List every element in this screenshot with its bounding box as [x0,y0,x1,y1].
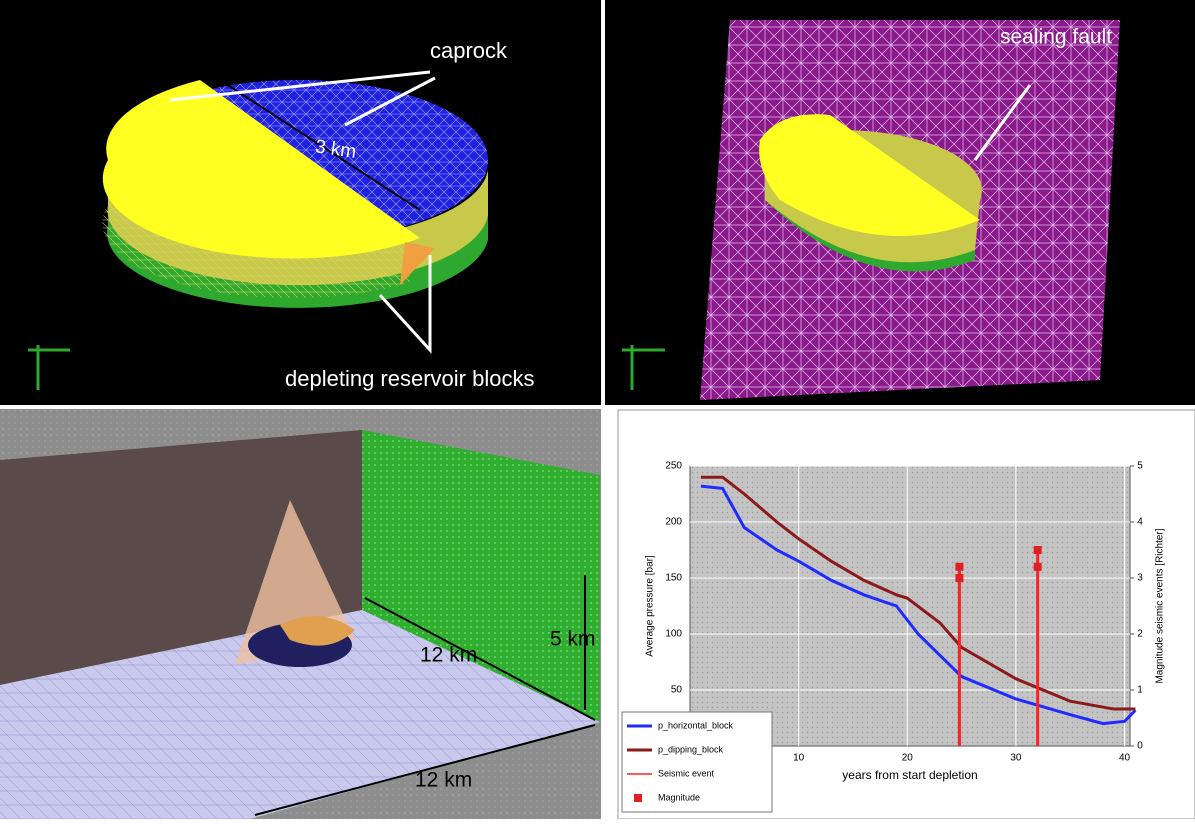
x-axis-label: years from start depletion [842,768,977,782]
y-tick-label: 50 [671,685,683,696]
y-tick-label: 150 [665,573,682,584]
label: 5 km [550,628,596,651]
figure: caprock 3 km depleting reservoir blocks … [0,0,1195,819]
legend-label: p_horizontal_block [658,720,734,730]
label: depleting reservoir blocks [285,366,534,391]
legend-swatch [634,794,642,802]
y-tick-label: 200 [665,517,682,528]
y2-tick-label: 2 [1137,629,1143,640]
legend-label: p_dipping_block [658,744,724,754]
y-tick-label: 250 [665,461,682,472]
x-tick-label: 30 [1010,753,1022,764]
label: sealing fault [1000,26,1112,49]
label: 12 km [420,644,477,667]
panel-bottom-left: 12 km 5 km 12 km [0,409,601,819]
marker [955,574,963,582]
y2-tick-label: 4 [1137,517,1143,528]
y2-tick-label: 3 [1137,573,1143,584]
x-tick-label: 40 [1119,753,1131,764]
x-tick-label: 10 [793,753,805,764]
x-tick-label: 20 [902,753,914,764]
label: 12 km [415,769,472,792]
y2-tick-label: 0 [1137,741,1143,752]
legend-label: Magnitude [658,792,700,802]
panel-top-right: sealing fault [605,0,1195,405]
y-axis-label: Average pressure [bar] [645,555,656,657]
y-tick-label: 100 [665,629,682,640]
marker [955,563,963,571]
marker [1034,546,1042,554]
y2-tick-label: 1 [1137,685,1143,696]
y2-axis-label: Magnitude seismic events [Richter] [1155,528,1166,683]
y2-tick-label: 5 [1137,461,1143,472]
legend-label: Seismic event [658,768,715,778]
marker [1034,563,1042,571]
panel-top-left: caprock 3 km depleting reservoir blocks [0,0,601,405]
page: {"panels": { "top_left": {"caprock": "ca… [0,0,1195,819]
label: caprock [430,38,508,63]
